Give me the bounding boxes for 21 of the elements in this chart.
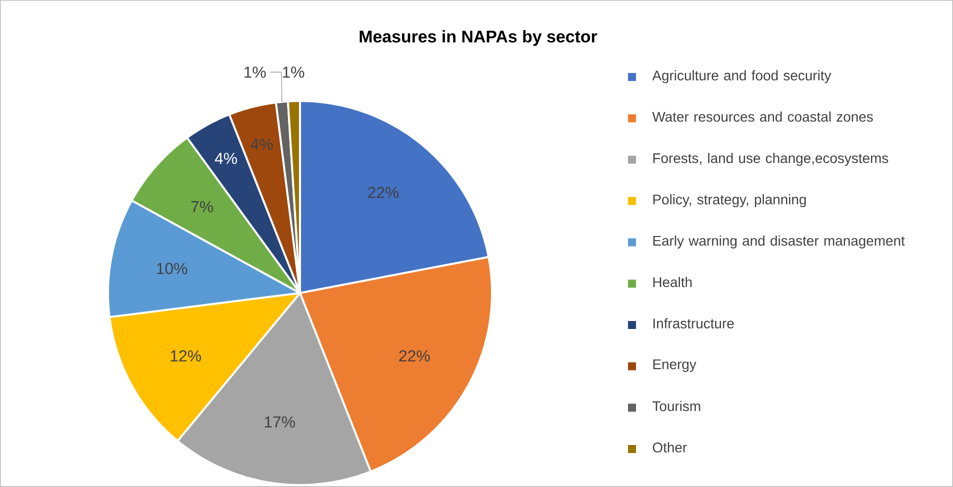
legend-label: Tourism <box>652 400 700 412</box>
legend-label: Health <box>653 276 692 288</box>
data-label: 4% <box>214 152 237 164</box>
legend-label: Other <box>652 442 687 452</box>
data-label: 10% <box>157 262 188 274</box>
chart-title: Measures in NAPAs by sector <box>360 30 598 46</box>
legend-label: Infrastructure <box>653 318 734 328</box>
data-label: 7% <box>191 201 214 212</box>
data-label: 1% <box>282 66 304 78</box>
legend-label: Early warning and disaster management <box>653 235 905 248</box>
legend-label: Agriculture and food security <box>652 70 832 84</box>
legend-label: Policy, strategy, planning <box>653 194 806 208</box>
legend-label: Water resources and coastal zones <box>652 111 873 122</box>
data-label: 4% <box>250 138 273 150</box>
data-label: 17% <box>264 416 295 428</box>
data-label: 12% <box>170 350 201 362</box>
data-label: 22% <box>368 186 399 198</box>
legend-label: Forests, land use change,ecosystems <box>653 152 888 166</box>
data-label: 1% <box>244 66 266 78</box>
data-label: 22% <box>399 350 430 362</box>
legend-label: Energy <box>653 359 696 372</box>
